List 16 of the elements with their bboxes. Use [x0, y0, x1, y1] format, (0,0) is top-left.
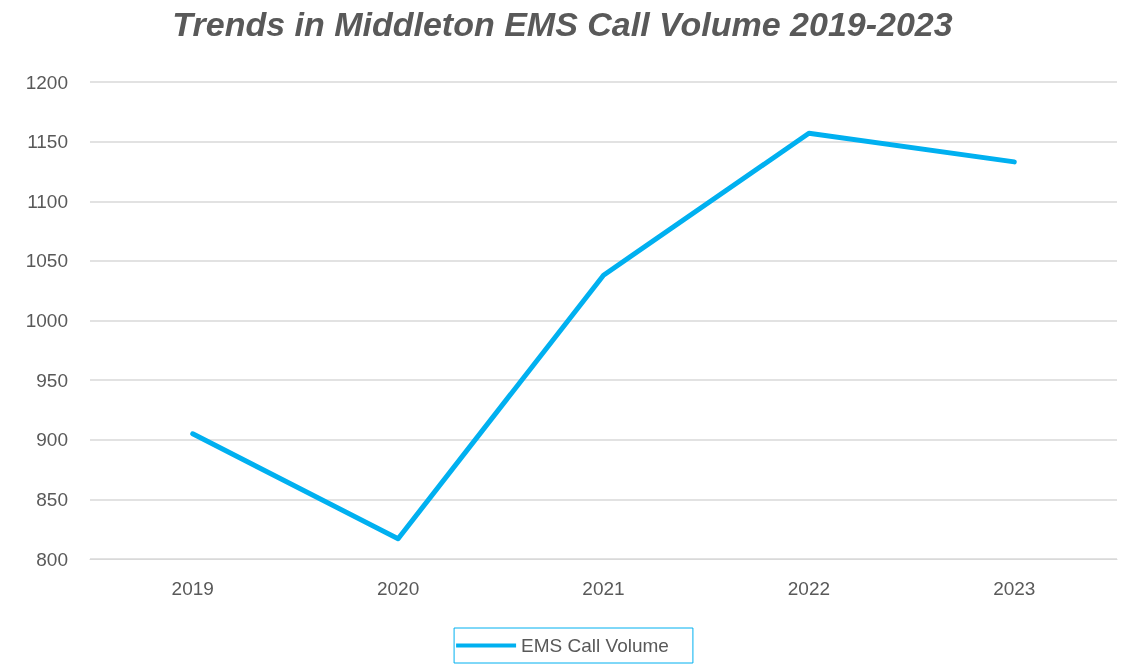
y-tick-label: 1000 — [25, 310, 68, 331]
x-tick-label: 2021 — [582, 578, 625, 599]
y-tick-label: 950 — [36, 369, 68, 391]
y-tick-label: 800 — [36, 548, 68, 570]
x-tick-label: 2020 — [376, 578, 420, 599]
y-tick-label: 1150 — [27, 131, 68, 153]
x-tick-label: 2023 — [993, 578, 1036, 599]
x-tick-label: 2022 — [787, 578, 831, 599]
y-tick-label: 1050 — [25, 250, 68, 272]
x-tick-label: 2019 — [171, 578, 214, 599]
y-tick-label: 850 — [36, 488, 68, 510]
y-tick-label: 1100 — [27, 190, 68, 212]
y-tick-label: 1200 — [25, 71, 68, 93]
y-tick-label: 900 — [36, 429, 68, 451]
chart-title: Trends in Middleton EMS Call Volume 2019-2023 — [172, 5, 953, 43]
legend-label: EMS Call Volume — [521, 635, 669, 656]
